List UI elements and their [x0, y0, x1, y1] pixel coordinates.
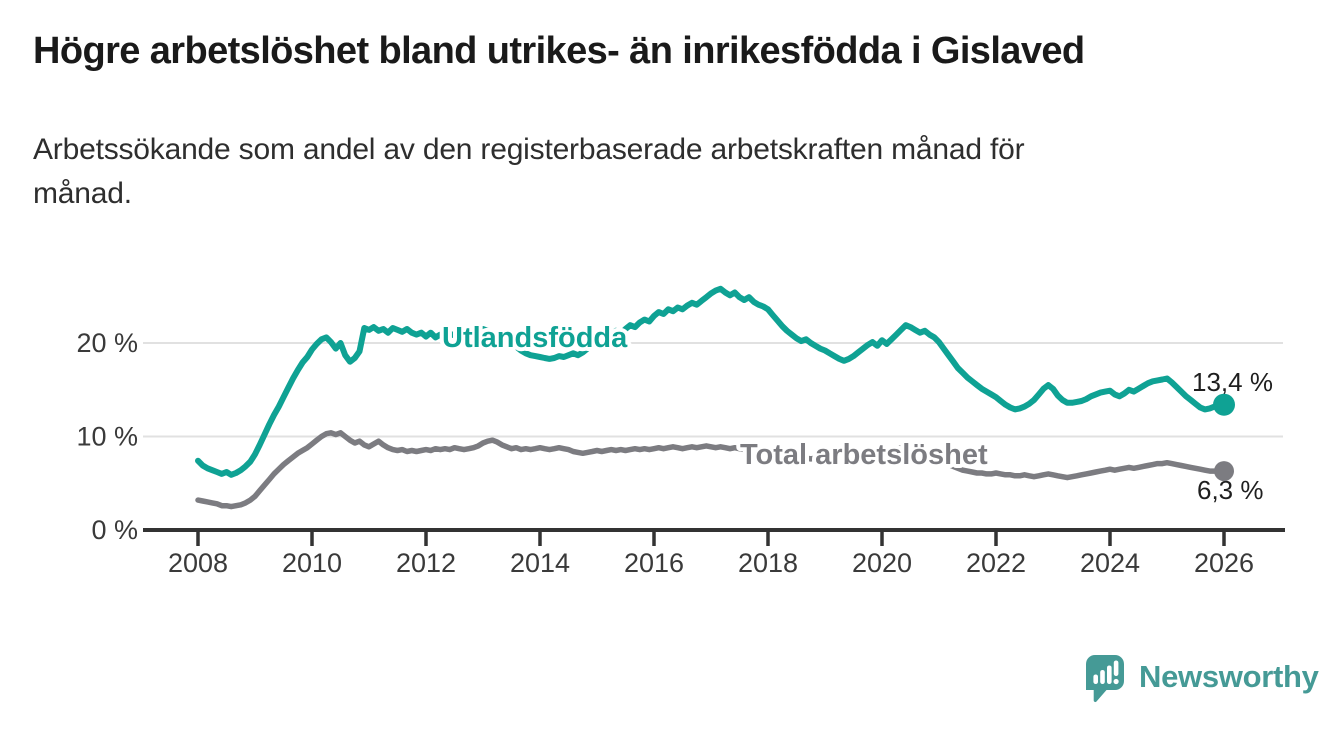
chart-subtitle: Arbetssökande som andel av den registerb… [33, 128, 1025, 216]
utlandsf-dda-series-label: Utlandsfödda [442, 322, 628, 354]
x-axis-label-2024: 2024 [1080, 548, 1140, 578]
utlandsf-dda-end-dot [1213, 393, 1235, 416]
x-axis-label-2026: 2026 [1194, 548, 1254, 578]
y-axis-label-20: 20 % [76, 328, 138, 358]
x-axis-label-2018: 2018 [738, 548, 798, 578]
x-axis-label-2008: 2008 [168, 548, 228, 578]
y-axis-label-0: 0 % [91, 515, 138, 545]
x-axis-label-2022: 2022 [966, 548, 1026, 578]
total-arbetsl-shet-end-dot [1214, 461, 1234, 482]
chart-title: Högre arbetslöshet bland utrikes- än inr… [33, 30, 1085, 72]
total-arbetsl-shet-series-label: Total arbetslöshet [740, 439, 988, 471]
x-axis-label-2014: 2014 [510, 548, 570, 578]
x-axis-label-2012: 2012 [396, 548, 456, 578]
utlandsf-dda-line [195, 285, 1227, 478]
total-arbetsl-shet-line [195, 430, 1227, 510]
chart-subtitle-line-1: Arbetssökande som andel av den registerb… [33, 133, 1025, 166]
x-axis-label-2020: 2020 [852, 548, 912, 578]
newsworthy-logo-text: Newsworthy [1139, 658, 1319, 694]
y-axis-label-10: 10 % [76, 422, 138, 452]
x-axis-label-2010: 2010 [282, 548, 342, 578]
newsworthy-logo-icon [1086, 655, 1124, 702]
newsworthy-logo: Newsworthy [1086, 655, 1319, 703]
utlandsf-dda-end-value-label: 13,4 % [1192, 367, 1273, 397]
chart-subtitle-line-2: månad. [33, 177, 132, 210]
total-arbetsl-shet-end-value-label: 6,3 % [1197, 475, 1264, 505]
x-axis-label-2016: 2016 [624, 548, 684, 578]
